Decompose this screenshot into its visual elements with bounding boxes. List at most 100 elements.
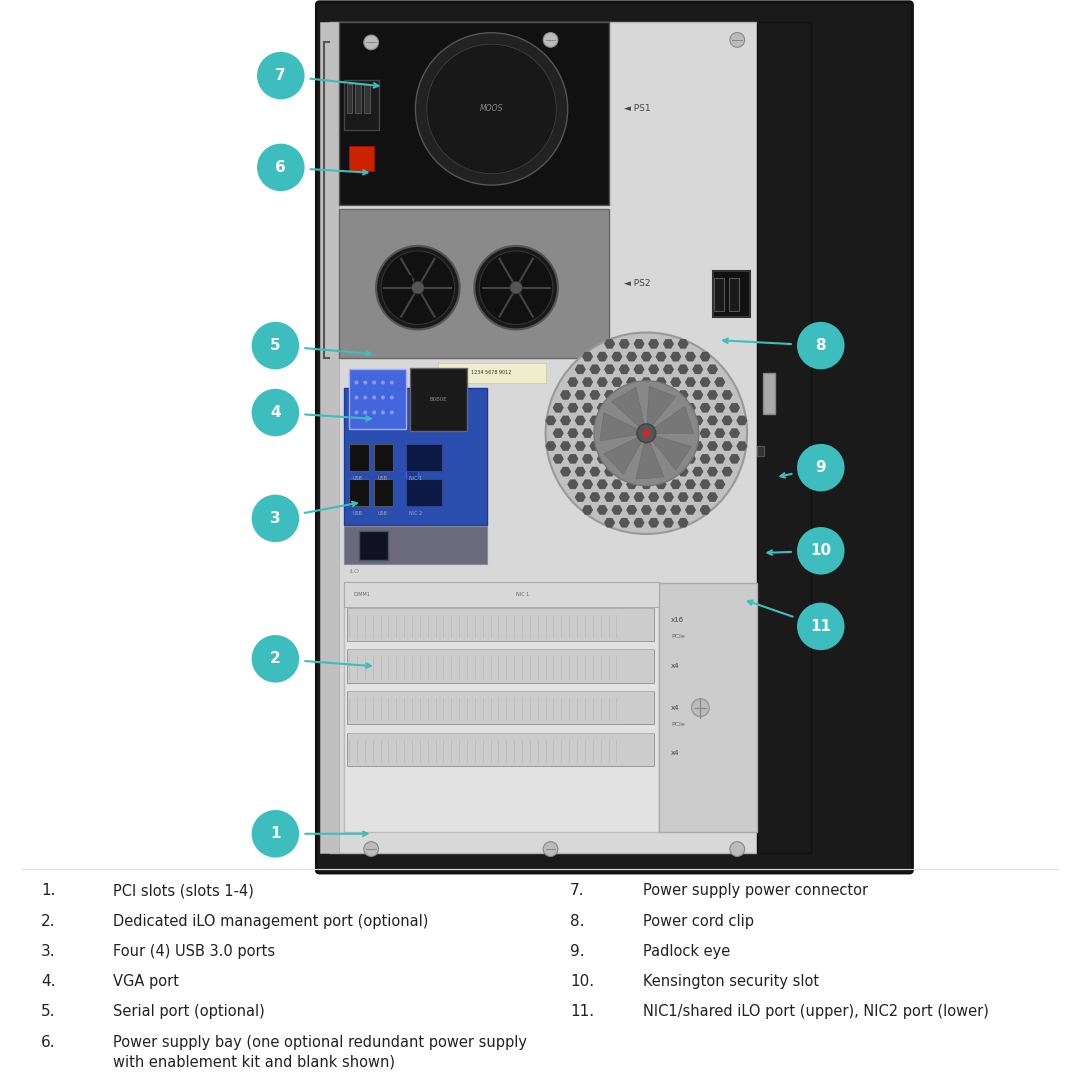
Bar [339, 208, 609, 359]
Bar [406, 454, 418, 480]
Circle shape [691, 699, 710, 716]
Circle shape [354, 410, 359, 415]
Bar [345, 526, 487, 564]
Text: 6.: 6. [41, 1035, 56, 1050]
Circle shape [354, 380, 359, 384]
Circle shape [364, 35, 378, 50]
Text: PCIe: PCIe [671, 634, 685, 639]
Circle shape [390, 380, 394, 384]
Text: 4.: 4. [41, 974, 55, 989]
Polygon shape [636, 441, 664, 480]
Bar [410, 368, 467, 431]
Text: MOOS: MOOS [480, 105, 503, 113]
Circle shape [543, 32, 558, 48]
Bar [374, 480, 393, 505]
Circle shape [730, 841, 744, 856]
Text: Power supply bay (one optional redundant power supply
with enablement kit and bl: Power supply bay (one optional redundant… [113, 1035, 527, 1069]
Text: NIC 1: NIC 1 [409, 475, 422, 481]
Circle shape [427, 44, 556, 174]
Text: NIC 1: NIC 1 [516, 592, 529, 597]
Text: iLO: iLO [349, 569, 359, 573]
Text: Padlock eye: Padlock eye [643, 944, 730, 959]
Bar [347, 84, 352, 113]
Circle shape [376, 246, 460, 329]
Bar [349, 444, 368, 471]
Text: x4: x4 [671, 751, 679, 756]
Text: 7: 7 [275, 68, 286, 83]
Circle shape [354, 395, 359, 400]
Text: 1234 5678 9012: 1234 5678 9012 [471, 370, 512, 376]
Text: 10.: 10. [570, 974, 594, 989]
Circle shape [797, 444, 845, 491]
Circle shape [543, 841, 558, 856]
Text: USB: USB [353, 511, 363, 515]
Circle shape [252, 389, 299, 436]
Bar [347, 691, 653, 725]
Circle shape [252, 810, 299, 858]
Text: 11.: 11. [570, 1004, 594, 1020]
Circle shape [797, 527, 845, 575]
Bar [345, 80, 378, 130]
Text: 10: 10 [810, 543, 832, 558]
Bar [374, 444, 393, 471]
Text: VGA port: VGA port [113, 974, 179, 989]
Circle shape [381, 410, 384, 415]
Polygon shape [599, 413, 639, 441]
Text: ◄ PS2: ◄ PS2 [624, 279, 651, 288]
Bar [729, 278, 739, 311]
Text: USB: USB [378, 511, 388, 515]
Text: 7.: 7. [570, 883, 584, 899]
Text: DIMM1: DIMM1 [354, 592, 370, 597]
Bar [349, 480, 368, 505]
Text: 8: 8 [815, 338, 826, 353]
Text: PCI slots (slots 1-4): PCI slots (slots 1-4) [113, 883, 254, 899]
Polygon shape [611, 388, 645, 428]
Circle shape [373, 395, 376, 400]
Circle shape [510, 282, 523, 294]
Text: NIC 2: NIC 2 [409, 511, 422, 515]
Circle shape [411, 282, 424, 294]
Bar [339, 22, 609, 204]
Circle shape [416, 32, 568, 185]
Bar [345, 388, 487, 525]
Circle shape [381, 380, 384, 384]
Bar [355, 84, 362, 113]
Text: 8.: 8. [570, 914, 584, 929]
Text: PCIe: PCIe [671, 721, 685, 727]
Text: Power supply power connector: Power supply power connector [643, 883, 867, 899]
Circle shape [797, 322, 845, 369]
Circle shape [474, 246, 558, 329]
Circle shape [363, 395, 367, 400]
Text: x16: x16 [671, 618, 684, 623]
Text: Kensington security slot: Kensington security slot [643, 974, 819, 989]
Circle shape [643, 430, 650, 437]
Bar [714, 278, 724, 311]
Circle shape [390, 410, 394, 415]
Text: Serial port (optional): Serial port (optional) [113, 1004, 266, 1020]
Circle shape [637, 423, 656, 443]
Circle shape [545, 333, 747, 534]
Circle shape [252, 635, 299, 683]
Text: 4: 4 [270, 405, 281, 420]
Circle shape [797, 603, 845, 650]
Text: NIC1/shared iLO port (upper), NIC2 port (lower): NIC1/shared iLO port (upper), NIC2 port … [643, 1004, 988, 1020]
Bar [349, 147, 374, 172]
Text: USB: USB [353, 475, 363, 481]
Bar [320, 22, 339, 853]
Circle shape [730, 32, 744, 48]
Text: ◄ PS1: ◄ PS1 [624, 105, 651, 113]
Text: USB: USB [378, 475, 388, 481]
Bar [347, 608, 653, 642]
Polygon shape [651, 435, 691, 470]
Circle shape [363, 410, 367, 415]
Circle shape [480, 251, 553, 324]
Circle shape [381, 251, 455, 324]
Text: Four (4) USB 3.0 ports: Four (4) USB 3.0 ports [113, 944, 275, 959]
Text: B0B0E: B0B0E [430, 397, 447, 403]
Circle shape [594, 381, 699, 486]
Polygon shape [652, 406, 693, 433]
Bar [437, 363, 545, 383]
Circle shape [252, 495, 299, 542]
Text: x4: x4 [671, 663, 679, 670]
Text: 3.: 3. [41, 944, 56, 959]
